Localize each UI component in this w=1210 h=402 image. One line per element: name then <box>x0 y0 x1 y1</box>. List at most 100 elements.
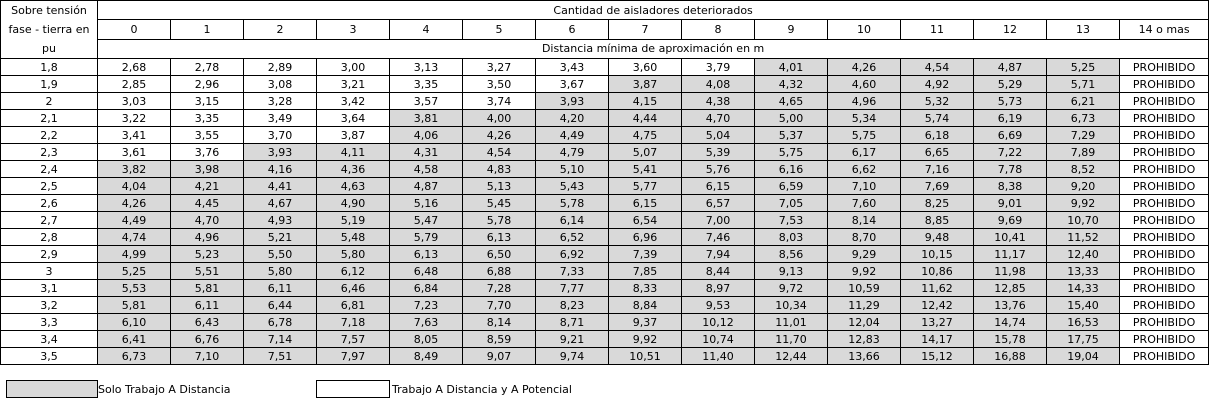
distance-cell: 3,42 <box>316 92 390 110</box>
distance-cell: 9,72 <box>754 279 828 297</box>
distance-cell: 4,41 <box>243 177 317 195</box>
distance-cell: 12,85 <box>973 279 1047 297</box>
distance-cell: 7,23 <box>389 296 463 314</box>
distance-cell: 7,10 <box>170 347 244 365</box>
distance-cell: 5,53 <box>97 279 171 297</box>
distance-cell: 8,03 <box>754 228 828 246</box>
distance-cell: 5,37 <box>754 126 828 144</box>
table-row: 3,2 5,81 6,11 6,44 6,81 7,23 7,70 8,23 8,84 9,53 1… <box>0 296 1210 314</box>
distance-cell: 4,06 <box>389 126 463 144</box>
pu-cell: 2,1 <box>0 109 98 127</box>
distance-cell: 8,71 <box>535 313 609 331</box>
pu-cell: 3,2 <box>0 296 98 314</box>
distance-cell: 9,37 <box>608 313 682 331</box>
distance-cell: 3,57 <box>389 92 463 110</box>
distance-cell: 5,43 <box>535 177 609 195</box>
distance-cell: 2,89 <box>243 58 317 76</box>
table-row: 2 3,03 3,15 3,28 3,42 3,57 3,74 3,93 4,15 4,38 4,6… <box>0 92 1210 110</box>
distance-cell: 4,11 <box>316 143 390 161</box>
pu-cell: 1,9 <box>0 75 98 93</box>
distance-cell: 7,63 <box>389 313 463 331</box>
distance-cell: 6,65 <box>900 143 974 161</box>
distance-cell: 5,10 <box>535 160 609 178</box>
distance-cell: 3,35 <box>170 109 244 127</box>
distance-cell: 6,54 <box>608 211 682 229</box>
distance-cell: 3,87 <box>316 126 390 144</box>
distance-cell: 12,83 <box>827 330 901 348</box>
legend-shaded-swatch <box>6 380 98 398</box>
distance-cell: 13,66 <box>827 347 901 365</box>
column-header: 1 <box>170 19 244 40</box>
distance-cell: 2,96 <box>170 75 244 93</box>
distance-cell: 4,49 <box>535 126 609 144</box>
distance-cell: 7,14 <box>243 330 317 348</box>
distance-cell: 10,86 <box>900 262 974 280</box>
distance-cell: 4,65 <box>754 92 828 110</box>
distance-cell: 8,85 <box>900 211 974 229</box>
distance-cell: 14,17 <box>900 330 974 348</box>
distance-cell: 4,01 <box>754 58 828 76</box>
distance-cell: 4,04 <box>97 177 171 195</box>
distance-cell: 2,85 <box>97 75 171 93</box>
distance-cell: 11,29 <box>827 296 901 314</box>
distance-cell: 5,39 <box>681 143 755 161</box>
distance-cell: 7,05 <box>754 194 828 212</box>
prohibited-cell: PROHIBIDO <box>1118 279 1210 297</box>
distance-cell: 10,59 <box>827 279 901 297</box>
distance-cell: 4,21 <box>170 177 244 195</box>
column-header: 10 <box>827 19 901 40</box>
distance-cell: 6,18 <box>900 126 974 144</box>
distance-cell: 6,52 <box>535 228 609 246</box>
distance-cell: 4,83 <box>462 160 536 178</box>
distance-table: Sobre tensión fase - tierra en pu Cantid… <box>0 0 1210 365</box>
prohibited-cell: PROHIBIDO <box>1118 194 1210 212</box>
distance-cell: 4,36 <box>316 160 390 178</box>
column-header: 2 <box>243 19 317 40</box>
distance-cell: 9,07 <box>462 347 536 365</box>
distance-cell: 9,92 <box>1046 194 1120 212</box>
distance-cell: 5,80 <box>243 262 317 280</box>
prohibited-cell: PROHIBIDO <box>1118 177 1210 195</box>
table-row: 2,9 4,99 5,23 5,50 5,80 6,13 6,50 6,92 7,39 7,94 8… <box>0 245 1210 263</box>
distance-cell: 3,60 <box>608 58 682 76</box>
distance-cell: 4,26 <box>827 58 901 76</box>
distance-cell: 13,27 <box>900 313 974 331</box>
distance-cell: 13,33 <box>1046 262 1120 280</box>
distance-cell: 6,88 <box>462 262 536 280</box>
column-header: 3 <box>316 19 390 40</box>
distance-cell: 5,25 <box>1046 58 1120 76</box>
distance-cell: 5,77 <box>608 177 682 195</box>
distance-cell: 4,70 <box>170 211 244 229</box>
distance-cell: 9,21 <box>535 330 609 348</box>
table-row: 2,3 3,61 3,76 3,93 4,11 4,31 4,54 4,79 5,07 5,39 5… <box>0 143 1210 161</box>
distance-cell: 6,10 <box>97 313 171 331</box>
distance-cell: 12,40 <box>1046 245 1120 263</box>
distance-cell: 8,59 <box>462 330 536 348</box>
distance-cell: 4,20 <box>535 109 609 127</box>
distance-cell: 4,75 <box>608 126 682 144</box>
distance-cell: 8,70 <box>827 228 901 246</box>
distance-cell: 15,78 <box>973 330 1047 348</box>
column-header: 7 <box>608 19 682 40</box>
prohibited-cell: PROHIBIDO <box>1118 330 1210 348</box>
row-label-title: Sobre tensión fase - tierra en pu <box>0 0 98 59</box>
distance-cell: 6,84 <box>389 279 463 297</box>
distance-cell: 7,60 <box>827 194 901 212</box>
distance-cell: 5,71 <box>1046 75 1120 93</box>
pu-cell: 2,2 <box>0 126 98 144</box>
distance-cell: 2,78 <box>170 58 244 76</box>
distance-cell: 5,34 <box>827 109 901 127</box>
distance-cell: 4,63 <box>316 177 390 195</box>
prohibited-cell: PROHIBIDO <box>1118 296 1210 314</box>
distance-cell: 4,96 <box>170 228 244 246</box>
distance-cell: 11,52 <box>1046 228 1120 246</box>
prohibited-cell: PROHIBIDO <box>1118 160 1210 178</box>
distance-cell: 7,28 <box>462 279 536 297</box>
distance-cell: 4,26 <box>462 126 536 144</box>
distance-cell: 6,81 <box>316 296 390 314</box>
distance-cell: 7,16 <box>900 160 974 178</box>
distance-cell: 7,10 <box>827 177 901 195</box>
distance-cell: 12,42 <box>900 296 974 314</box>
column-header: 6 <box>535 19 609 40</box>
distance-cell: 16,88 <box>973 347 1047 365</box>
